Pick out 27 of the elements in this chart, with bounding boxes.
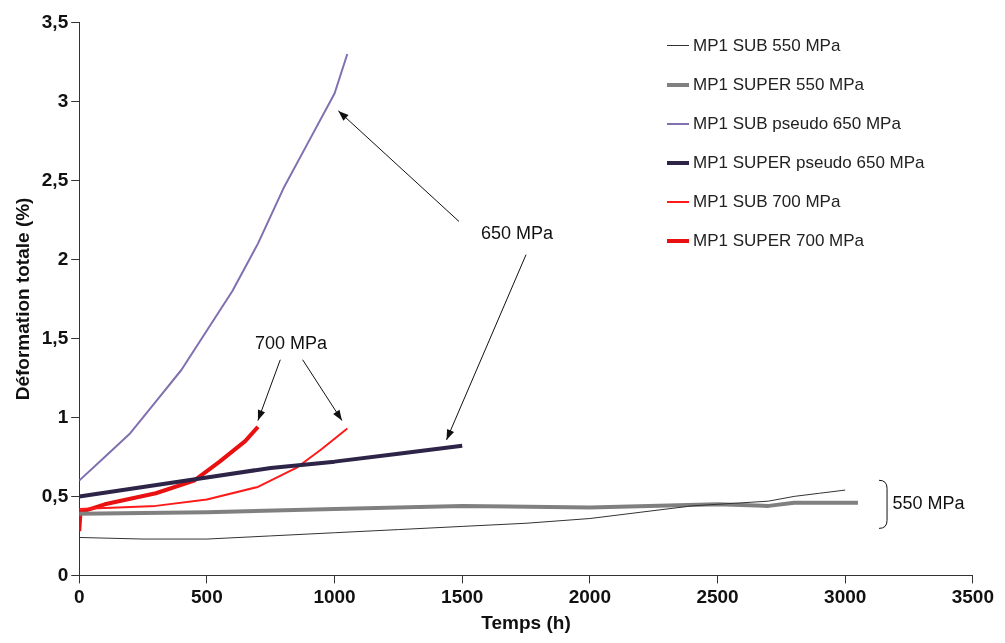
x-tick-label: 2500	[696, 586, 739, 608]
legend-label: MP1 SUPER 550 MPa	[693, 75, 865, 94]
x-tick-label: 1500	[441, 586, 484, 608]
x-tick-label: 0	[73, 586, 85, 608]
legend-label: MP1 SUB 700 MPa	[693, 192, 841, 211]
legend-label: MP1 SUPER 700 MPa	[693, 231, 865, 250]
y-tick-label: 2	[57, 247, 69, 269]
x-tick-label: 2000	[568, 586, 612, 608]
x-tick-label: 3500	[951, 586, 995, 608]
x-tick-label: 3000	[824, 586, 867, 608]
y-tick-label: 3,5	[41, 10, 69, 32]
y-tick-label: 1,5	[41, 326, 69, 348]
y-tick-label: 3	[57, 89, 69, 111]
y-tick-label: 0	[57, 563, 69, 585]
x-tick-label: 1000	[313, 586, 356, 608]
y-axis-title: Déformation totale (%)	[11, 197, 33, 401]
x-tick-label: 500	[191, 586, 223, 608]
y-tick-label: 1	[57, 405, 69, 427]
annotation: 650 MPa	[481, 223, 555, 244]
legend-label: MP1 SUPER pseudo 650 MPa	[693, 153, 925, 172]
y-tick-label: 0,5	[41, 484, 69, 506]
annotation: 550 MPa	[892, 493, 966, 514]
legend-label: MP1 SUB 550 MPa	[693, 36, 841, 55]
x-axis-title: Temps (h)	[481, 611, 571, 633]
annotation: 700 MPa	[254, 333, 329, 354]
legend-label: MP1 SUB pseudo 650 MPa	[693, 114, 901, 133]
y-tick-label: 2,5	[41, 168, 69, 190]
